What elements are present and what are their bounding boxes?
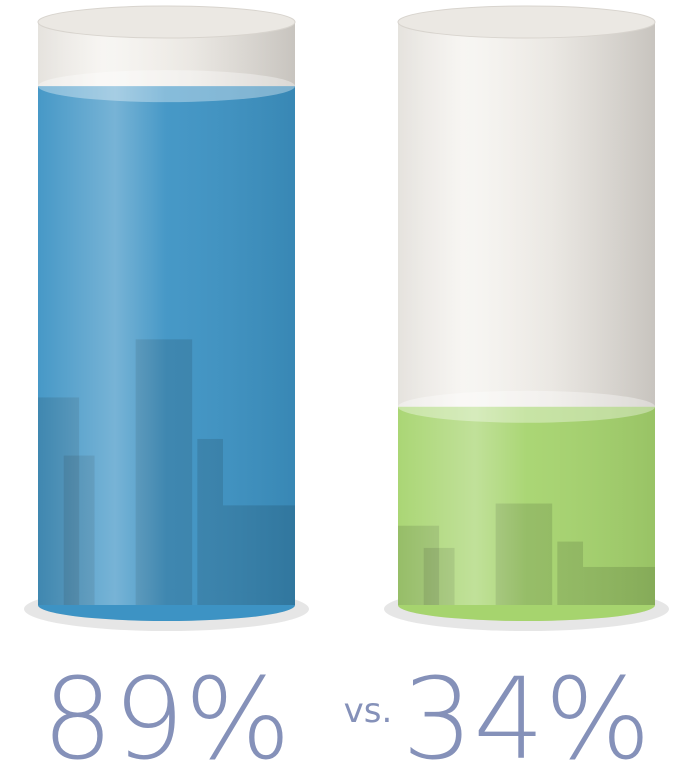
glass-shine	[38, 22, 295, 605]
glass-top	[37, 5, 296, 39]
value-label: 89%	[42, 655, 291, 773]
liquid-top	[38, 70, 295, 103]
glass-shine	[398, 22, 655, 605]
glass-top	[397, 5, 656, 39]
liquid-top	[398, 390, 655, 423]
separator: vs.	[344, 691, 393, 731]
value-label: 34%	[402, 655, 651, 773]
